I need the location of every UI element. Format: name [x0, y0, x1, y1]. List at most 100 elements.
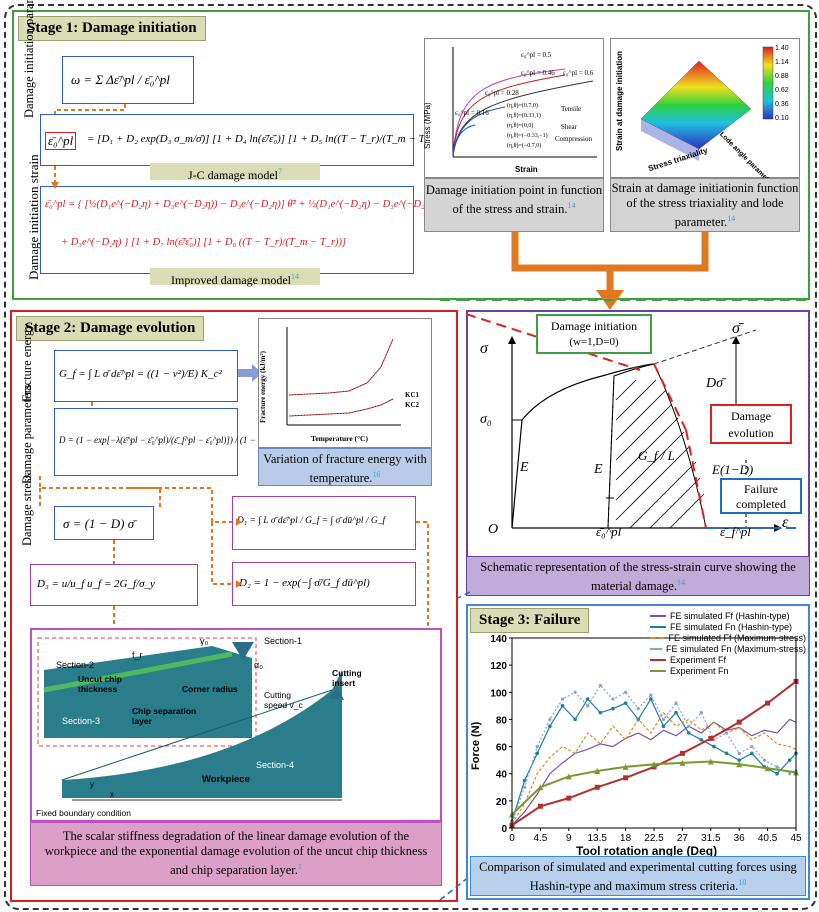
- force-point-hashin-fn: [573, 717, 577, 722]
- omega-equation: ω = Σ Δε̄^pl / ε̄₀^pl: [71, 72, 170, 87]
- jc-ref: 7: [277, 167, 282, 176]
- jc-equation-box: ε̄₀^pl = [D₁ + D₂ exp(D₃ σ_m/σ̄)] [1 + D…: [40, 114, 446, 166]
- force-series-line-1: [511, 697, 797, 822]
- force-ytick-label: 60: [496, 743, 508, 754]
- mesh-section2: Section-2: [56, 660, 95, 670]
- force-point-hashin-fn: [699, 737, 704, 742]
- force-point-hashin-fn: [686, 731, 691, 735]
- force-point-experiment-ff: [566, 795, 572, 801]
- force-legend-item: FE simulated Fn (Hashin-type): [650, 621, 806, 632]
- damage-evolution-label: Damage evolution: [728, 409, 774, 440]
- schematic-ref: 14: [677, 578, 686, 587]
- force-point-hashin-fn: [775, 771, 779, 776]
- force-legend-label: FE simulated Ff (Hashin-type): [670, 610, 790, 621]
- improved-ref: 14: [290, 272, 299, 281]
- fig1-legend-0: (η,θ)=(0.7,0): [507, 103, 538, 109]
- fig1-annot-2: ε₀^pl = 0.6: [563, 69, 594, 77]
- d-equation: D = (1 − exp[−λ(ε̄^pl − ε̄₀^pl)/(ε̄_f^pl…: [59, 435, 284, 445]
- force-point-experiment-ff: [736, 719, 742, 725]
- fe-xlabel: Temperature (°C): [311, 434, 368, 443]
- d-equation-box: D = (1 − exp[−λ(ε̄^pl − ε̄₀^pl)/(ε̄_f^pl…: [54, 408, 283, 476]
- fig1-caption: Damage initiation point in function of t…: [425, 183, 603, 217]
- force-ytick-label: 120: [490, 661, 507, 672]
- outer-frame: [4, 4, 817, 910]
- improved-equation-line1: ε̄₀^pl = { [½(D₁e^(−D₂η) + D₃e^(−D₂η)) −…: [45, 199, 445, 210]
- fe-svg: [286, 327, 401, 426]
- force-point-experiment-fn: [565, 773, 572, 780]
- fig2-cbar-1: 1.14: [775, 59, 789, 66]
- stage1-panel: [12, 10, 810, 300]
- force-point-experiment-fn: [537, 784, 544, 791]
- force-point-hashin-fn: [737, 758, 741, 762]
- force-xtick-label: 22.5: [644, 833, 664, 844]
- stage3-ref: 10: [738, 878, 747, 887]
- d1-equation-box: D₁ = ∫ L σ̄ dε̄^pl / G_f = ∫ σ̄ dū^pl / …: [232, 496, 416, 550]
- fig1-tag-compression: Compression: [555, 135, 592, 143]
- force-xtick-label: 27: [677, 833, 689, 844]
- force-ylabel: Force (N): [470, 721, 482, 770]
- fig2-cbar-5: 0.10: [775, 115, 789, 122]
- force-xtick-label: 40.5: [758, 833, 778, 844]
- mesh-axis-y: y: [90, 780, 94, 789]
- force-xtick-label: 45: [790, 833, 802, 844]
- improved-label: Improved damage model14: [150, 268, 320, 287]
- force-legend-swatch: [650, 658, 666, 661]
- fig2-caption-box: Strain at damage initiationin function o…: [610, 178, 800, 232]
- fe-caption-box: Variation of fracture energy with temper…: [258, 448, 432, 486]
- fig1-caption-box: Damage initiation point in function of t…: [424, 178, 604, 232]
- d3-equation-box: D₃ = u/u_f u_f = 2G_f/σ_y: [30, 564, 198, 606]
- mesh-workpiece: Workpiece: [202, 774, 250, 785]
- fig1-annot-3: ε₀^pl = 0.28: [485, 89, 519, 97]
- force-ytick-label: 80: [496, 715, 508, 726]
- mesh-insert: Cutting insert: [332, 668, 362, 688]
- stage3-title: Stage 3: Failure: [470, 608, 590, 633]
- force-point-maxstress-fn: [661, 717, 666, 722]
- force-point-experiment-fn: [622, 763, 629, 770]
- force-point-experiment-ff: [679, 750, 685, 756]
- force-point-experiment-fn: [594, 768, 601, 774]
- force-ytick-label: 40: [496, 770, 508, 781]
- force-legend-label: FE simulated Fn (Hashin-type): [670, 621, 793, 632]
- force-legend-item: Experiment Fn: [650, 665, 806, 676]
- schematic-gf-l: G_f / L: [638, 448, 675, 463]
- force-point-hashin-fn: [712, 744, 716, 749]
- force-point-hashin-fn: [522, 778, 527, 783]
- fig2-cbar-0: 1.40: [775, 45, 789, 52]
- damage-initiation-label: Damage initiation: [550, 319, 638, 333]
- force-legend-swatch: [650, 669, 666, 672]
- fig1-annot-4: ε₀^pl = 0.16: [455, 109, 489, 117]
- fig1-legend-3: (η,θ)=(−0.33,−1): [507, 133, 548, 139]
- fe-legend-0: KC1: [405, 391, 419, 399]
- force-legend-item: FE simulated Fn (Maximum-stress): [650, 643, 806, 654]
- jc-label: J-C damage model7: [150, 163, 320, 182]
- mesh-section1: Section-1: [264, 636, 303, 646]
- stage2-panel: [10, 310, 458, 902]
- damage-evolution-box: Damage evolution: [710, 404, 792, 444]
- force-point-experiment-fn: [651, 761, 657, 768]
- force-legend-item: FE simulated Ff (Maximum-stress): [650, 632, 806, 643]
- failure-completed-label: Failure completed: [736, 482, 786, 511]
- mesh-chip-sep: Chip separation layer: [132, 706, 197, 726]
- force-point-maxstress-fn: [636, 706, 640, 711]
- force-xtick-label: 18: [620, 833, 632, 844]
- force-point-maxstress-fn: [573, 690, 577, 694]
- schematic-epsf: ε̄_f^pl: [720, 524, 751, 539]
- force-point-maxstress-fn: [788, 772, 792, 776]
- damage-initiation-box: Damage initiation (w=1,D=0): [536, 314, 652, 354]
- force-point-maxstress-fn: [586, 704, 590, 708]
- force-legend-swatch: [650, 625, 666, 628]
- mesh-section4: Section-4: [256, 760, 295, 770]
- fig2-caption: Strain at damage initiationin function o…: [611, 181, 799, 230]
- fig2-cbar-2: 0.88: [775, 73, 789, 80]
- fig2-cbar-3: 0.62: [775, 87, 789, 94]
- mesh-caption-box: The scalar stiffness degradation of the …: [30, 822, 442, 886]
- schematic-caption-box: Schematic representation of the stress-s…: [466, 556, 810, 596]
- force-point-maxstress-fn: [674, 701, 678, 705]
- mesh-fixed: Fixed boundary condition: [36, 808, 131, 818]
- stage1-title: Stage 1: Damage initiation: [18, 16, 206, 41]
- damage-initiation-sub: (w=1,D=0): [569, 336, 619, 348]
- force-point-maxstress-fn: [548, 717, 552, 722]
- force-point-maxstress-fn: [624, 690, 628, 694]
